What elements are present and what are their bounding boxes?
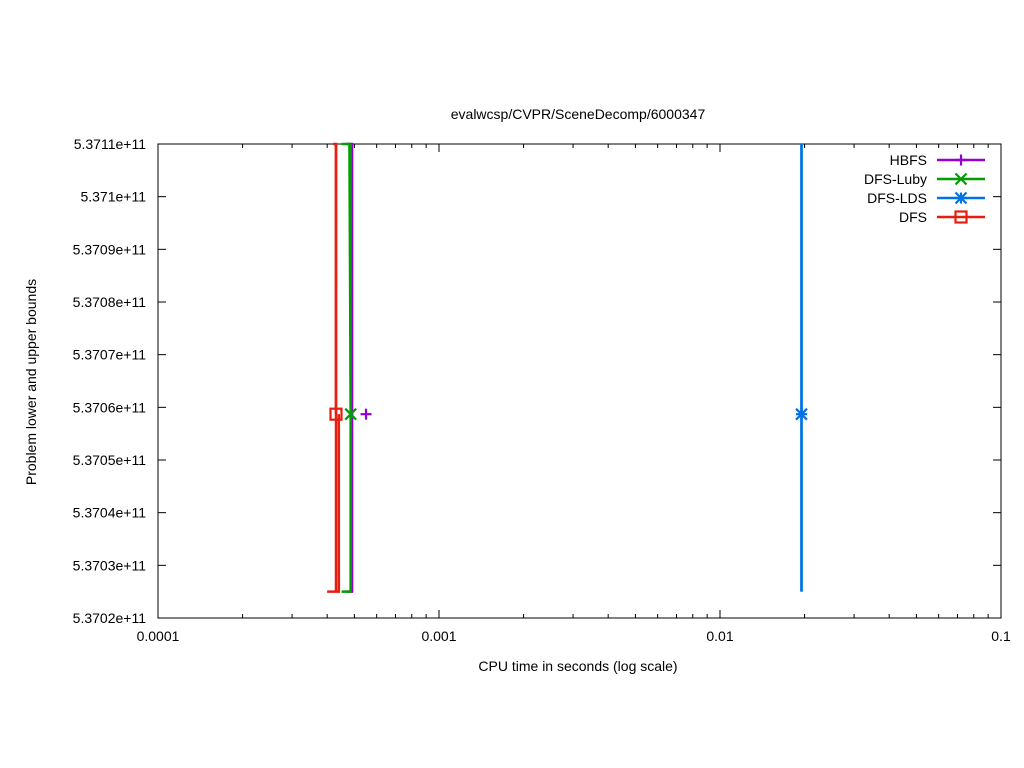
series-lower-line: [327, 414, 341, 593]
y-tick-label-4: 5.3706e+11: [73, 399, 147, 415]
legend-label-0: HBFS: [890, 152, 927, 168]
series-dfs-luby: [341, 142, 357, 593]
series-point-marker: [360, 408, 372, 420]
series-dfs-lds: [795, 144, 808, 592]
x-tick-label-1: 0.001: [421, 628, 456, 644]
legend-marker-0: [955, 154, 967, 166]
legend-label-3: DFS: [899, 209, 927, 225]
axis-ticks: 5.3702e+11 5.3703e+11 5.3704e+11 5.3705e+11…: [73, 136, 1011, 644]
x-tick-label-0: 0.0001: [137, 628, 180, 644]
x-axis-label: CPU time in seconds (log scale): [478, 658, 677, 674]
plot-frame: [157, 143, 1002, 619]
legend-label-1: DFS-Luby: [864, 171, 927, 187]
legend: HBFS DFS-Luby DFS-LDS DFS: [864, 152, 985, 225]
series-point-marker: [329, 407, 343, 421]
legend-marker-2: [954, 191, 968, 205]
x-tick-label-3: 0.1: [991, 628, 1011, 644]
legend-marker-1: [954, 172, 968, 186]
y-tick-label-0: 5.3702e+11: [73, 610, 147, 626]
chart-title: evalwcsp/CVPR/SceneDecomp/6000347: [451, 106, 706, 122]
y-tick-label-7: 5.3709e+11: [73, 241, 147, 257]
series-point-marker: [795, 407, 808, 421]
series-dfs: [327, 142, 343, 593]
series-layer: [327, 142, 808, 593]
y-tick-label-3: 5.3705e+11: [73, 452, 147, 468]
y-tick-label-2: 5.3704e+11: [73, 505, 147, 521]
y-tick-label-9: 5.3711e+11: [74, 136, 146, 152]
series-point-marker: [344, 407, 357, 421]
y-tick-label-6: 5.3708e+11: [73, 294, 147, 310]
y-tick-label-8: 5.371e+11: [80, 189, 146, 205]
y-tick-label-5: 5.3707e+11: [73, 347, 147, 363]
legend-marker-3: [954, 210, 968, 224]
y-axis-label: Problem lower and upper bounds: [23, 279, 39, 485]
legend-label-2: DFS-LDS: [867, 190, 927, 206]
x-tick-label-2: 0.01: [706, 628, 733, 644]
y-tick-label-1: 5.3703e+11: [73, 557, 147, 573]
